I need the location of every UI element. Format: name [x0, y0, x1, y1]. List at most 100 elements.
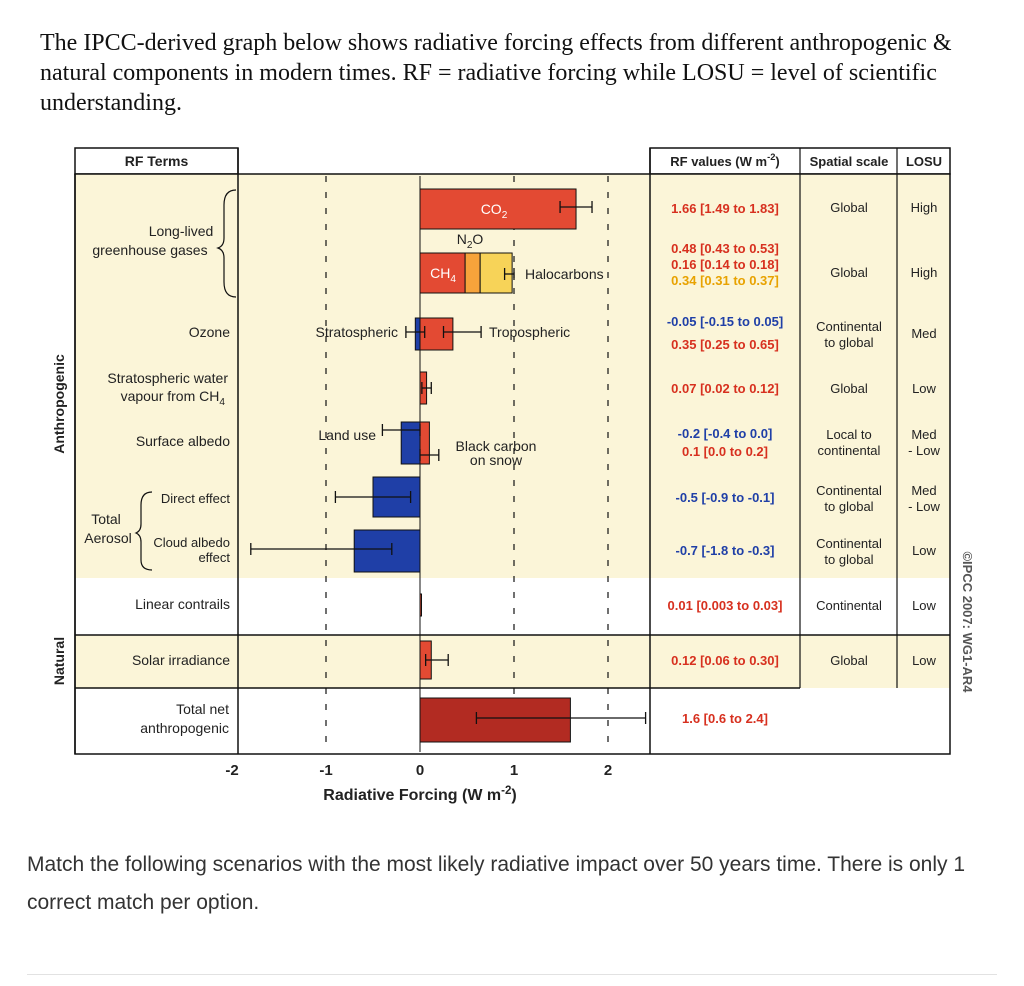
values-header: RF values (W m-2): [670, 152, 779, 169]
losu-row-4-2: - Low: [908, 499, 940, 514]
row-band: [75, 635, 950, 688]
term-cloud-albedo: Cloud albedo: [153, 535, 230, 550]
bar-ch4: [419, 252, 466, 294]
x-axis-label: Radiative Forcing (W m-2): [323, 785, 516, 804]
value-aerosol-direct: -0.5 [-0.9 to -0.1]: [676, 490, 775, 505]
scale-header: Spatial scale: [810, 154, 889, 169]
losu-row-1: Med: [911, 326, 936, 341]
label-stratospheric: Stratospheric: [316, 324, 398, 340]
label-black-carbon: Black carbon: [456, 438, 537, 454]
scale-ghg-other: Global: [830, 265, 868, 280]
label-part: CH: [199, 388, 219, 404]
value-strat-water: 0.07 [0.02 to 0.12]: [671, 381, 779, 396]
losu-row-6: Low: [912, 598, 936, 613]
label-ch4: CH4: [430, 265, 456, 285]
value-cloud-albedo: -0.7 [-1.8 to -0.3]: [676, 543, 775, 558]
scale-row-5: Continental: [816, 536, 882, 551]
value-trop-ozone: 0.35 [0.25 to 0.65]: [671, 337, 779, 352]
x-tick-label: -1: [319, 762, 332, 779]
label-n2o: N2O: [457, 231, 484, 251]
row-band: [75, 360, 950, 414]
bar-cloud-albedo: [353, 529, 421, 573]
value-n2o: 0.16 [0.14 to 0.18]: [671, 257, 779, 272]
label-part: m: [756, 154, 768, 169]
label-part: RF values (W: [670, 154, 755, 169]
watermark: ©IPCC 2007: WG1-AR4: [960, 551, 975, 693]
term-greenhouse-gases: greenhouse gases: [92, 242, 207, 258]
label-part: ): [775, 154, 779, 169]
group-anthropogenic: Anthropogenic: [51, 354, 67, 454]
losu-row-5: Low: [912, 543, 936, 558]
bar-land-use: [400, 421, 421, 465]
aerosol-brace: [134, 491, 153, 571]
label-part: CH: [430, 265, 450, 281]
losu-row-2: Low: [912, 381, 936, 396]
bar-tropospheric-ozone: [419, 317, 454, 351]
x-tick-label: 2: [604, 762, 612, 779]
scale-row-3: Local to: [826, 427, 872, 442]
scale-ghg-co2: Global: [830, 200, 868, 215]
term-direct-effect: Direct effect: [161, 491, 231, 506]
bar-n2o: [464, 252, 481, 294]
label-part: 2: [502, 210, 508, 221]
scale-row-4-2: to global: [824, 499, 873, 514]
value-black-carbon: 0.1 [0.0 to 0.2]: [682, 444, 768, 459]
label-part: -2: [767, 152, 775, 162]
term-total-net: Total net: [176, 701, 229, 717]
row-band: [75, 414, 950, 470]
label-part: 2: [467, 240, 473, 251]
losu-ghg-other: High: [911, 265, 938, 280]
x-tick-label: -2: [225, 762, 238, 779]
losu-row-7: Low: [912, 653, 936, 668]
radiative-forcing-chart: RF Terms RF values (W m-2) Spatial scale LO…: [51, 147, 975, 804]
term-aerosol: Aerosol: [84, 530, 131, 546]
divider: [27, 974, 997, 975]
value-total-net: 1.6 [0.6 to 2.4]: [682, 711, 768, 726]
scale-row-4: Continental: [816, 483, 882, 498]
label-black-carbon-2: on snow: [470, 452, 523, 468]
value-halocarbons: 0.34 [0.31 to 0.37]: [671, 273, 779, 288]
label-part: -2: [501, 785, 511, 797]
term-strat-water-2: vapour from CH4: [121, 388, 226, 408]
label-part: Radiative Forcing (W: [323, 787, 487, 804]
value-ch4: 0.48 [0.43 to 0.53]: [671, 241, 779, 256]
scale-row-6: Continental: [816, 598, 882, 613]
row-band: [75, 470, 950, 578]
term-total-net-2: anthropogenic: [140, 720, 229, 736]
term-surface-albedo: Surface albedo: [136, 433, 230, 449]
label-part: ): [511, 787, 516, 804]
term-contrails: Linear contrails: [135, 596, 230, 612]
value-strat-ozone: -0.05 [-0.15 to 0.05]: [667, 314, 783, 329]
bar-contrails: [419, 593, 422, 617]
value-contrails: 0.01 [0.003 to 0.03]: [668, 598, 783, 613]
label-halocarbons: Halocarbons: [525, 266, 604, 282]
label-part: vapour from: [121, 388, 200, 404]
term-strat-water: Stratospheric water: [107, 370, 228, 386]
losu-row-3: Med: [911, 427, 936, 442]
terms-header: RF Terms: [125, 153, 189, 169]
label-tropospheric: Tropospheric: [489, 324, 570, 340]
bar-stratospheric-ozone: [414, 317, 421, 351]
term-long-lived: Long-lived: [149, 223, 214, 239]
bar-total-net: [419, 697, 571, 743]
scale-row-1: Continental: [816, 319, 882, 334]
term-solar: Solar irradiance: [132, 652, 230, 668]
label-part: 4: [450, 274, 456, 285]
bar-black-carbon: [419, 421, 430, 465]
label-part: O: [472, 231, 483, 247]
scale-row-2: Global: [830, 381, 868, 396]
scale-row-7: Global: [830, 653, 868, 668]
label-land-use: Land use: [318, 427, 376, 443]
term-ozone: Ozone: [189, 324, 230, 340]
scale-row-5-2: to global: [824, 552, 873, 567]
label-part: m: [487, 787, 501, 804]
group-natural: Natural: [51, 637, 67, 685]
bar-co2: [419, 188, 577, 230]
losu-row-4: Med: [911, 483, 936, 498]
value-co2: 1.66 [1.49 to 1.83]: [671, 201, 779, 216]
scale-row-3-2: continental: [818, 443, 881, 458]
row-band: [75, 303, 950, 360]
label-part: 4: [219, 397, 225, 408]
x-tick-label: 1: [510, 762, 518, 779]
losu-ghg-co2: High: [911, 200, 938, 215]
